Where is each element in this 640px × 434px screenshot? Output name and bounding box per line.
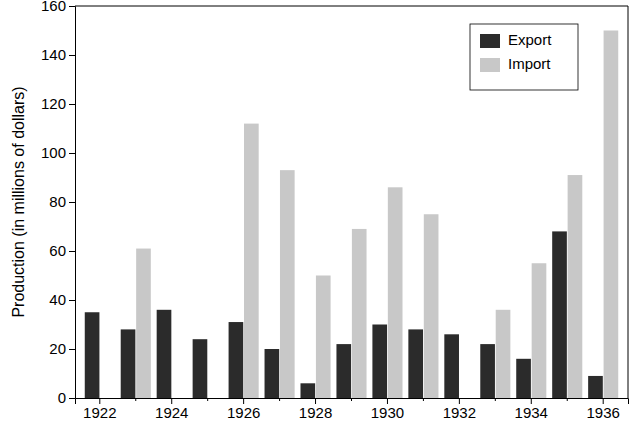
legend-swatch (480, 58, 500, 72)
tick-mark (69, 251, 75, 252)
bar (244, 124, 259, 398)
tick-mark (279, 398, 280, 401)
tick: 100 (41, 144, 75, 161)
tick-label: 60 (49, 242, 66, 259)
tick-mark (207, 398, 208, 401)
series (85, 231, 603, 398)
tick-label: 1932 (443, 404, 476, 421)
tick-label: 1936 (587, 404, 620, 421)
tick-mark (69, 202, 75, 203)
tick (423, 398, 424, 401)
tick-label: 160 (41, 0, 66, 14)
tick-mark (495, 398, 496, 401)
bar (552, 231, 567, 398)
tick (135, 398, 136, 401)
tick-mark (69, 300, 75, 301)
bar (444, 334, 459, 398)
tick (279, 398, 280, 401)
legend: Export Import (470, 24, 578, 90)
tick-mark (69, 55, 75, 56)
chart: 0 20 40 60 80 100 120 140 160 1922 1924 1926 1928 193… (0, 0, 640, 434)
bar (532, 263, 547, 398)
bar (604, 31, 619, 399)
tick: 1936 (587, 398, 620, 421)
tick-label: 1924 (155, 404, 188, 421)
tick-label: 1922 (83, 404, 116, 421)
tick-mark (567, 398, 568, 401)
tick-label: 140 (41, 46, 66, 63)
tick-mark (69, 349, 75, 350)
tick (567, 398, 568, 401)
bar (229, 322, 244, 398)
tick-label: 40 (49, 291, 66, 308)
y-axis-title: Production (in millions of dollars) (10, 86, 27, 317)
tick: 1928 (299, 398, 332, 421)
bar (408, 329, 423, 398)
tick: 1934 (515, 398, 548, 421)
tick-label: 120 (41, 95, 66, 112)
tick (351, 398, 352, 401)
legend-entry: Import (480, 55, 551, 72)
tick: 120 (41, 95, 75, 112)
tick (207, 398, 208, 401)
tick-label: 100 (41, 144, 66, 161)
tick: 80 (49, 193, 75, 210)
bar (568, 175, 583, 398)
tick-label: 20 (49, 340, 66, 357)
tick: 140 (41, 46, 75, 63)
tick-mark (69, 104, 75, 105)
tick-mark (423, 398, 424, 401)
tick: 1930 (371, 398, 404, 421)
tick: 1924 (155, 398, 188, 421)
tick: 1926 (227, 398, 260, 421)
bar (157, 310, 172, 398)
axis-line (69, 7, 76, 399)
tick-mark (69, 6, 75, 7)
tick-label: 0 (58, 389, 66, 406)
legend-entry: Export (480, 31, 552, 48)
bar (372, 325, 387, 399)
bar (300, 383, 315, 398)
x-axis: 1922 1924 1926 1928 1930 1932 1934 1936 (76, 398, 629, 421)
tick-label: 80 (49, 193, 66, 210)
tick: 0 (58, 389, 75, 406)
bar (496, 310, 511, 398)
tick-mark (69, 398, 75, 399)
frame (75, 6, 628, 398)
tick-label: 1928 (299, 404, 332, 421)
tick-label: 1930 (371, 404, 404, 421)
legend-label: Import (508, 55, 551, 72)
tick: 40 (49, 291, 75, 308)
y-axis: 0 20 40 60 80 100 120 140 160 (41, 0, 76, 406)
tick-label: 1934 (515, 404, 548, 421)
tick (495, 398, 496, 401)
bar (265, 349, 280, 398)
tick: 1922 (83, 398, 116, 421)
bar (121, 329, 136, 398)
tick-mark (351, 398, 352, 401)
bar (352, 229, 367, 398)
bar (388, 187, 403, 398)
bar (336, 344, 351, 398)
bar (516, 359, 531, 398)
bar (316, 276, 331, 399)
tick: 160 (41, 0, 75, 14)
tick: 1932 (443, 398, 476, 421)
tick-mark (69, 153, 75, 154)
tick: 20 (49, 340, 75, 357)
bar (480, 344, 495, 398)
bar (136, 249, 151, 398)
legend-box (470, 24, 578, 90)
tick-label: 1926 (227, 404, 260, 421)
bar (85, 312, 100, 398)
bar (424, 214, 439, 398)
tick-mark (135, 398, 136, 401)
legend-swatch (480, 34, 500, 48)
bar (280, 170, 295, 398)
tick: 60 (49, 242, 75, 259)
legend-label: Export (508, 31, 552, 48)
bar (588, 376, 603, 398)
bar (193, 339, 208, 398)
plot: 0 20 40 60 80 100 120 140 160 1922 1924 1926 1928 193… (41, 0, 629, 421)
